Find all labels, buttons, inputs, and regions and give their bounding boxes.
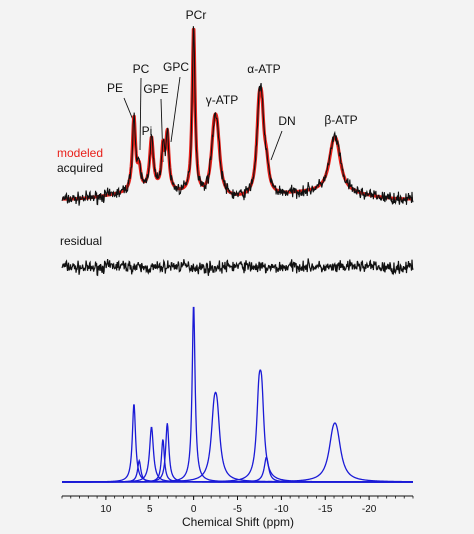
component-line-β-ATP (62, 422, 413, 483)
peak-leader-line (123, 97, 134, 121)
residual-label: residual (60, 234, 102, 248)
peak-label: GPC (163, 60, 189, 74)
peak-label: β-ATP (324, 113, 357, 127)
peak-label: DN (278, 114, 295, 128)
x-tick-label: -10 (274, 504, 289, 515)
component-traces (62, 306, 413, 483)
component-line-PE (62, 404, 413, 483)
peak-leader-line (139, 77, 142, 151)
x-tick-label: -15 (318, 504, 333, 515)
x-tick-label: 10 (100, 504, 112, 515)
peak-label: PE (107, 81, 123, 95)
peak-label: GPE (143, 82, 168, 96)
peak-label: α-ATP (247, 62, 280, 76)
x-axis: 10 5 0 -5 -10 -15 -20 (61, 495, 414, 515)
peak-label: γ-ATP (206, 93, 238, 107)
acquired-series-line (61, 26, 414, 206)
peak-label: Pi (142, 124, 153, 138)
x-axis-title: Chemical Shift (ppm) (182, 515, 294, 529)
peak-label: PCr (186, 8, 207, 22)
component-line-DN (62, 456, 413, 483)
component-line-GPE (62, 439, 413, 483)
component-line-α-ATP (62, 369, 413, 483)
legend-modeled: modeled (57, 146, 103, 160)
component-line-γ-ATP (62, 391, 413, 483)
component-line-PCr (62, 306, 413, 483)
residual-series-line (61, 258, 414, 277)
component-line-GPC (62, 423, 413, 483)
peak-leader-line (270, 130, 283, 161)
x-tick-label: -5 (233, 504, 242, 515)
component-line-Pi (62, 426, 413, 483)
x-tick-label: -20 (362, 504, 377, 515)
x-tick-label: 0 (191, 504, 197, 515)
spectrum-traces (60, 26, 415, 277)
legend-acquired: acquired (57, 161, 103, 175)
modeled-series-line (60, 27, 415, 201)
legend: modeled acquired residual (57, 146, 103, 248)
peak-leader-line (170, 76, 181, 143)
x-tick-label: 5 (147, 504, 153, 515)
peak-labels: PE PC Pi GPE GPC PCr γ-ATP α-ATP DN β-ATP (107, 8, 358, 163)
peak-label: PC (133, 62, 150, 76)
